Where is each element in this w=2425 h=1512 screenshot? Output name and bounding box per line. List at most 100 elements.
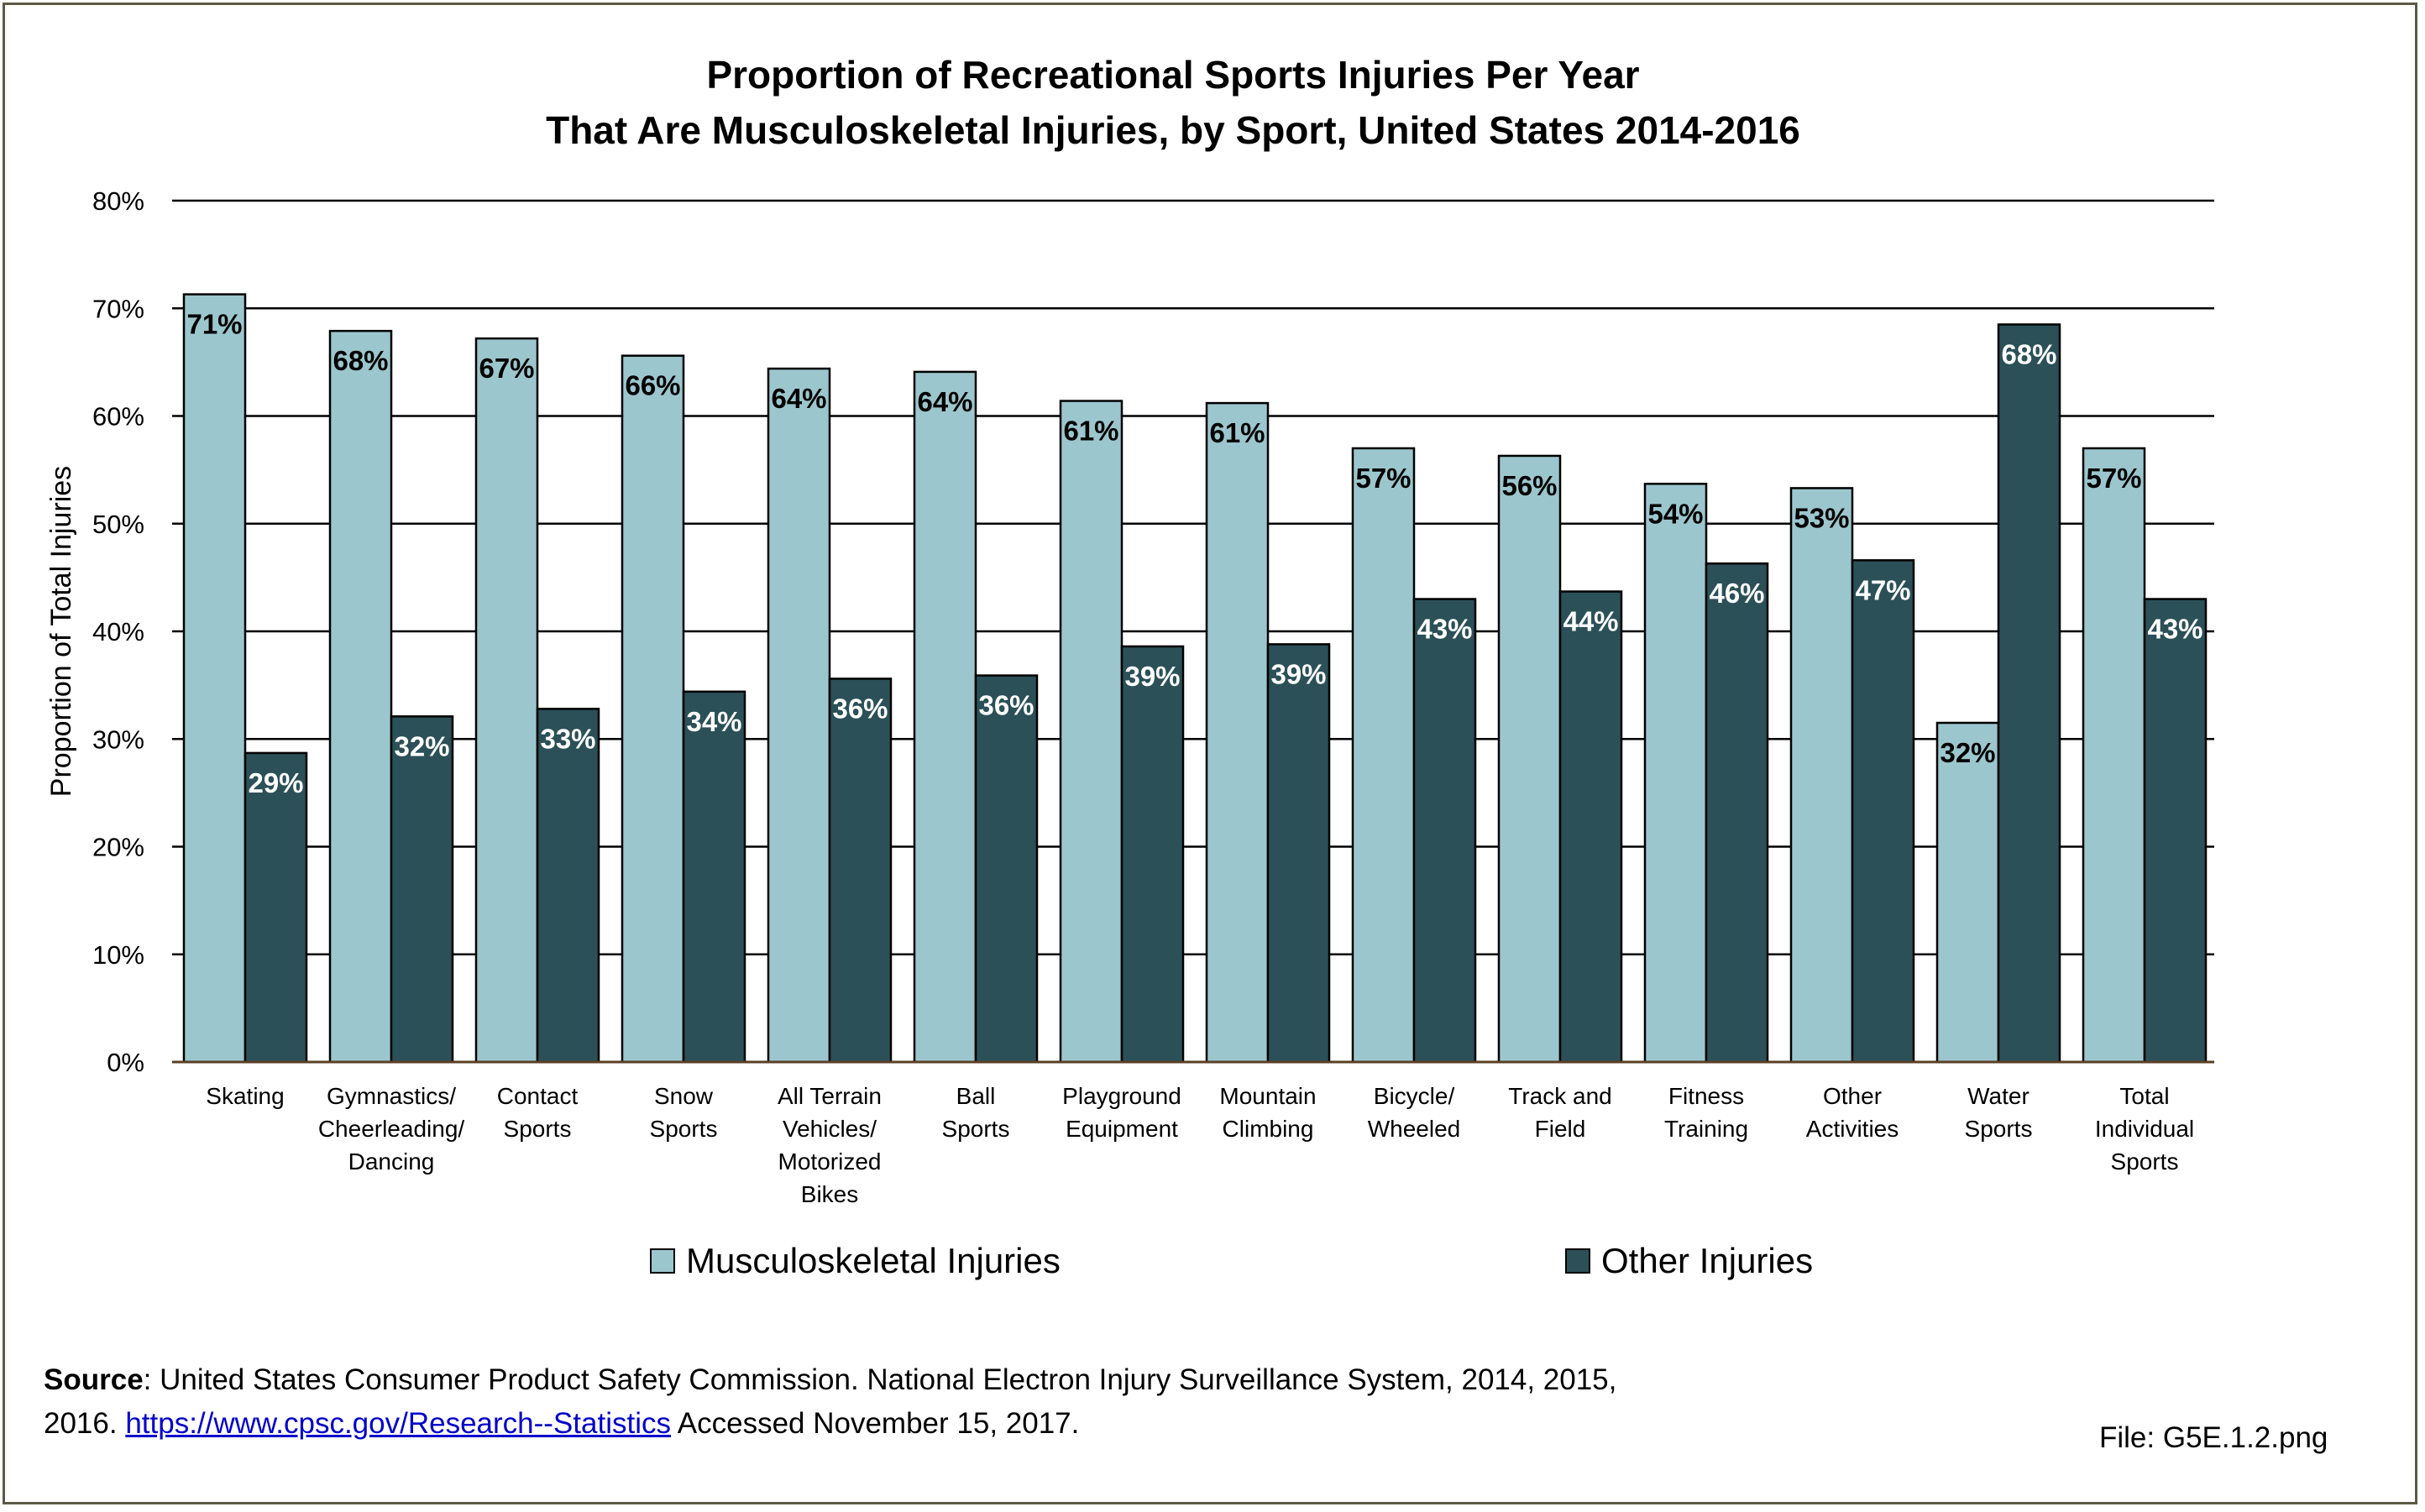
y-tick-label: 50% — [92, 510, 144, 539]
x-category-label: Training — [1664, 1116, 1748, 1142]
other-data-label: 34% — [686, 706, 741, 737]
musculoskeletal-bar — [1059, 400, 1123, 1064]
other-data-label: 46% — [1709, 578, 1764, 609]
x-category-label: Skating — [206, 1083, 284, 1109]
source-label: Source — [44, 1363, 144, 1396]
x-category-label: Sports — [2111, 1148, 2179, 1175]
other-data-label: 36% — [978, 690, 1034, 721]
x-category-label: Sports — [942, 1116, 1010, 1142]
file-note: File: G5E.1.2.png — [2099, 1421, 2328, 1454]
y-tick-label: 30% — [92, 725, 144, 754]
x-category-label: Bikes — [801, 1181, 858, 1207]
musculoskeletal-data-label: 67% — [479, 353, 534, 384]
musculoskeletal-data-label: 54% — [1647, 498, 1703, 529]
other-data-label: 43% — [1417, 614, 1472, 645]
musculoskeletal-data-label: 53% — [1794, 502, 1849, 533]
musculoskeletal-bar — [328, 329, 393, 1064]
source-link[interactable]: https://www.cpsc.gov/Research--Statistic… — [125, 1407, 671, 1440]
x-category-label: Sports — [650, 1116, 718, 1142]
other-bar — [828, 678, 893, 1064]
other-bar — [390, 715, 454, 1064]
other-bar — [536, 708, 600, 1064]
other-bar — [1412, 598, 1477, 1064]
other-bar — [974, 674, 1039, 1064]
y-tick-label: 60% — [92, 402, 144, 432]
y-tick-label: 0% — [107, 1048, 144, 1077]
x-category-label: Motorized — [778, 1148, 882, 1175]
other-data-label: 33% — [540, 723, 595, 754]
other-bar — [1851, 559, 1915, 1064]
x-category-label: Cheerleading/ — [318, 1116, 465, 1142]
x-category-label: Field — [1535, 1116, 1586, 1142]
musculoskeletal-bar — [621, 354, 685, 1064]
x-category-label: Sports — [504, 1116, 572, 1142]
musculoskeletal-data-label: 61% — [1063, 416, 1118, 447]
musculoskeletal-bar — [2082, 447, 2146, 1064]
chart-title-line-2: That Are Musculoskeletal Injuries, by Sp… — [546, 108, 1800, 152]
other-bar — [244, 751, 308, 1064]
musculoskeletal-data-label: 64% — [771, 383, 826, 414]
x-category-label: Total — [2119, 1083, 2169, 1109]
x-category-label: All Terrain — [778, 1083, 882, 1109]
y-axis-label: Proportion of Total Injuries — [45, 466, 77, 797]
musculoskeletal-bar — [1497, 454, 1562, 1064]
x-category-label: Sports — [1965, 1116, 2033, 1142]
x-category-label: Other — [1823, 1083, 1882, 1109]
other-bar — [682, 690, 746, 1064]
musculoskeletal-bar — [767, 367, 831, 1064]
y-tick-label: 80% — [92, 186, 144, 216]
musculoskeletal-bar — [182, 293, 247, 1064]
x-category-label: Activities — [1806, 1116, 1899, 1142]
source-accessed: Accessed November 15, 2017. — [670, 1407, 1080, 1440]
x-category-label: Water — [1967, 1083, 2030, 1109]
x-category-label: Vehicles/ — [783, 1116, 877, 1142]
y-tick-label: 70% — [92, 294, 144, 323]
source-line-1: Source: United States Consumer Product S… — [44, 1358, 1723, 1402]
source-year: 2016. — [44, 1407, 126, 1440]
other-data-label: 47% — [1855, 574, 1910, 605]
other-data-label: 32% — [394, 730, 449, 761]
x-category-label: Playground — [1062, 1083, 1181, 1109]
other-bar — [1120, 645, 1185, 1064]
musculoskeletal-data-label: 57% — [2086, 463, 2141, 494]
other-data-label: 39% — [1270, 658, 1326, 689]
musculoskeletal-bar — [474, 337, 539, 1064]
legend-swatch-musculoskeletal — [650, 1248, 675, 1274]
other-bar — [1558, 590, 1623, 1064]
other-data-label: 43% — [2147, 614, 2202, 645]
other-data-label: 29% — [248, 767, 303, 798]
x-category-label: Ball — [956, 1083, 996, 1109]
other-data-label: 68% — [2001, 338, 2056, 369]
musculoskeletal-bar — [1935, 721, 2000, 1064]
source-note: Source: United States Consumer Product S… — [44, 1358, 1723, 1446]
other-bar — [1266, 643, 1331, 1064]
y-tick-label: 40% — [92, 617, 144, 646]
musculoskeletal-data-label: 32% — [1940, 737, 1995, 768]
x-category-label: Snow — [654, 1083, 714, 1109]
musculoskeletal-data-label: 61% — [1209, 417, 1265, 448]
musculoskeletal-data-label: 57% — [1355, 463, 1411, 494]
legend-swatch-other — [1565, 1248, 1590, 1274]
source-line-2: 2016. https://www.cpsc.gov/Research--Sta… — [44, 1402, 1723, 1446]
x-category-label: Wheeled — [1368, 1116, 1461, 1142]
musculoskeletal-data-label: 71% — [186, 309, 242, 340]
x-category-label: Bicycle/ — [1374, 1083, 1455, 1109]
other-data-label: 39% — [1124, 661, 1180, 692]
x-category-label: Climbing — [1223, 1116, 1314, 1142]
y-tick-label: 10% — [92, 940, 144, 970]
y-tick-label: 20% — [92, 833, 144, 862]
x-category-label: Dancing — [348, 1148, 435, 1175]
legend-label-other: Other Injuries — [1601, 1241, 1813, 1280]
other-bar — [1997, 323, 2061, 1064]
x-category-label: Equipment — [1066, 1116, 1178, 1142]
musculoskeletal-data-label: 68% — [333, 345, 388, 376]
other-bar — [2143, 598, 2208, 1064]
musculoskeletal-bar — [1643, 483, 1708, 1064]
musculoskeletal-data-label: 66% — [625, 370, 680, 401]
x-category-label: Track and — [1508, 1083, 1611, 1109]
x-category-label: Mountain — [1219, 1083, 1316, 1109]
musculoskeletal-data-label: 56% — [1501, 470, 1557, 501]
chart-title-line-1: Proportion of Recreational Sports Injuri… — [706, 53, 1639, 97]
x-category-label: Individual — [2095, 1116, 2194, 1142]
